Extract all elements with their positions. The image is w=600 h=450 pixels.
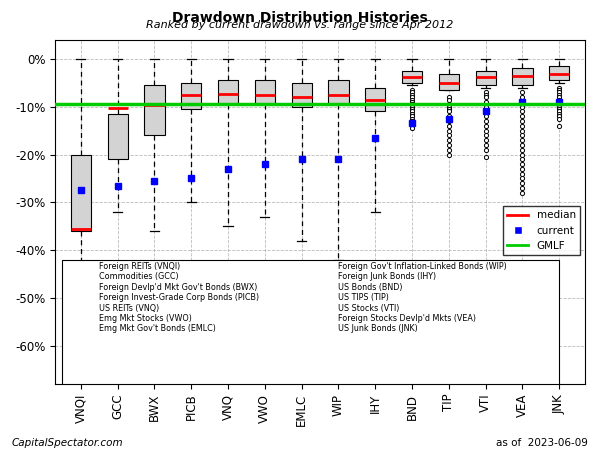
Bar <box>218 81 238 104</box>
Bar <box>62 260 559 384</box>
Legend: median, current, GMLF: median, current, GMLF <box>503 206 580 255</box>
Bar <box>365 88 385 112</box>
Bar <box>255 81 275 104</box>
Text: Ranked by current drawdown vs. range since Apr 2012: Ranked by current drawdown vs. range sin… <box>146 20 454 30</box>
Bar <box>512 68 533 85</box>
Bar <box>107 114 128 159</box>
Text: as of  2023-06-09: as of 2023-06-09 <box>496 438 588 448</box>
Bar <box>549 66 569 81</box>
Bar <box>145 85 164 135</box>
Text: Foreign REITs (VNQI)
Commodities (GCC)
Foreign Devlp'd Mkt Gov't Bonds (BWX)
For: Foreign REITs (VNQI) Commodities (GCC) F… <box>99 262 259 333</box>
Bar <box>71 154 91 231</box>
Bar <box>328 81 349 104</box>
Bar <box>476 71 496 85</box>
Bar <box>181 83 202 109</box>
Bar <box>439 74 459 90</box>
Bar <box>402 71 422 83</box>
Bar <box>292 83 312 107</box>
Text: Foreign Gov't Inflation-Linked Bonds (WIP)
Foreign Junk Bonds (IHY)
US Bonds (BN: Foreign Gov't Inflation-Linked Bonds (WI… <box>338 262 507 333</box>
Text: CapitalSpectator.com: CapitalSpectator.com <box>12 438 124 448</box>
Text: Drawdown Distribution Histories: Drawdown Distribution Histories <box>172 11 428 25</box>
